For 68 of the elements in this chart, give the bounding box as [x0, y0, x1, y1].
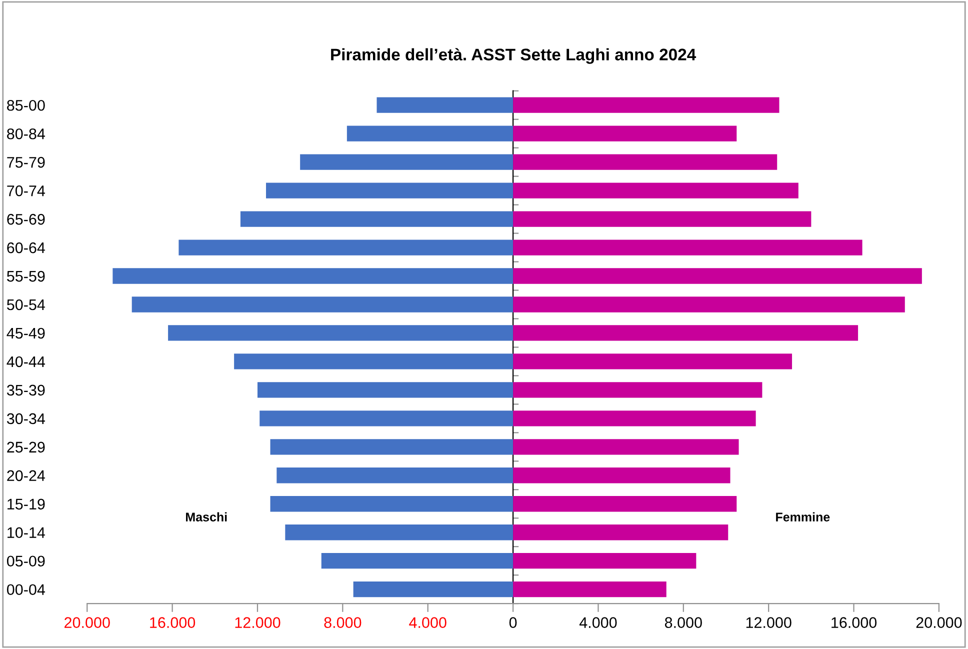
bar	[270, 496, 514, 512]
bar	[513, 154, 778, 170]
bar	[513, 354, 792, 370]
y-tick-label: 80-84	[7, 128, 46, 140]
bar	[346, 126, 514, 142]
x-tick-label: 20.000	[916, 617, 962, 628]
bar	[513, 182, 798, 198]
bar	[513, 240, 862, 256]
bar	[513, 97, 780, 113]
x-tick-label: 4.000	[579, 617, 617, 628]
x-tick-label: 20.000	[64, 617, 110, 628]
bar	[353, 581, 514, 598]
bar	[270, 439, 514, 455]
x-tick-label: 8.000	[664, 617, 702, 628]
y-tick-label: 05-09	[6, 556, 45, 567]
x-tick-label: 16.000	[832, 617, 877, 628]
bar	[513, 268, 922, 284]
bar	[513, 524, 728, 540]
bar	[168, 325, 514, 341]
x-tick-label: 12.000	[746, 617, 792, 628]
bar	[132, 296, 514, 312]
bar	[257, 382, 514, 398]
y-tick-label: 50-54	[6, 299, 46, 310]
y-tick-label: 55-59	[6, 270, 45, 282]
y-tick-label: 60-64	[7, 242, 46, 254]
annotation: Maschi	[186, 512, 227, 522]
bar	[513, 553, 696, 569]
bar	[276, 468, 514, 484]
x-tick-label: 16.000	[150, 617, 196, 628]
bar	[260, 410, 514, 426]
y-tick-label: 35-39	[6, 384, 45, 396]
x-tick-label: 12.000	[235, 617, 280, 628]
y-tick-label: 45-49	[6, 328, 45, 339]
y-tick-label: 30-34	[6, 413, 46, 424]
bar	[513, 126, 737, 142]
x-tick-label: 4.000	[409, 617, 446, 628]
bar	[513, 211, 812, 227]
bar	[285, 524, 514, 540]
bar	[234, 354, 514, 370]
annotation: Femmine	[776, 512, 830, 522]
bar	[321, 553, 514, 569]
y-tick-label: 65-69	[7, 214, 45, 225]
bar	[112, 268, 514, 284]
bar	[376, 97, 514, 113]
bar	[513, 439, 739, 455]
bar	[300, 154, 514, 170]
y-tick-label: 00-04	[6, 584, 46, 596]
y-tick-label: 25-29	[7, 442, 45, 453]
x-tick-label: 8.000	[324, 617, 362, 628]
y-tick-label: 10-14	[8, 527, 46, 538]
bar	[178, 240, 514, 256]
bar	[513, 296, 905, 312]
bar	[513, 496, 737, 512]
bar	[513, 325, 858, 341]
y-tick-label: 20-24	[7, 470, 46, 482]
bar	[513, 410, 756, 426]
bar	[513, 468, 730, 484]
bar	[513, 382, 762, 398]
y-tick-label: 40-44	[6, 356, 46, 368]
bar	[513, 581, 666, 598]
bar	[266, 182, 514, 198]
y-tick-label: 70-74	[7, 185, 46, 196]
y-tick-label: 15-19	[8, 498, 45, 510]
y-tick-label: 85-00	[7, 100, 45, 111]
bar	[240, 211, 514, 227]
y-tick-label: 75-79	[7, 156, 45, 168]
chart-title: Piramide dell’età. ASST Sette Laghi anno 2024	[331, 48, 696, 64]
x-tick-label: 0	[509, 617, 517, 628]
